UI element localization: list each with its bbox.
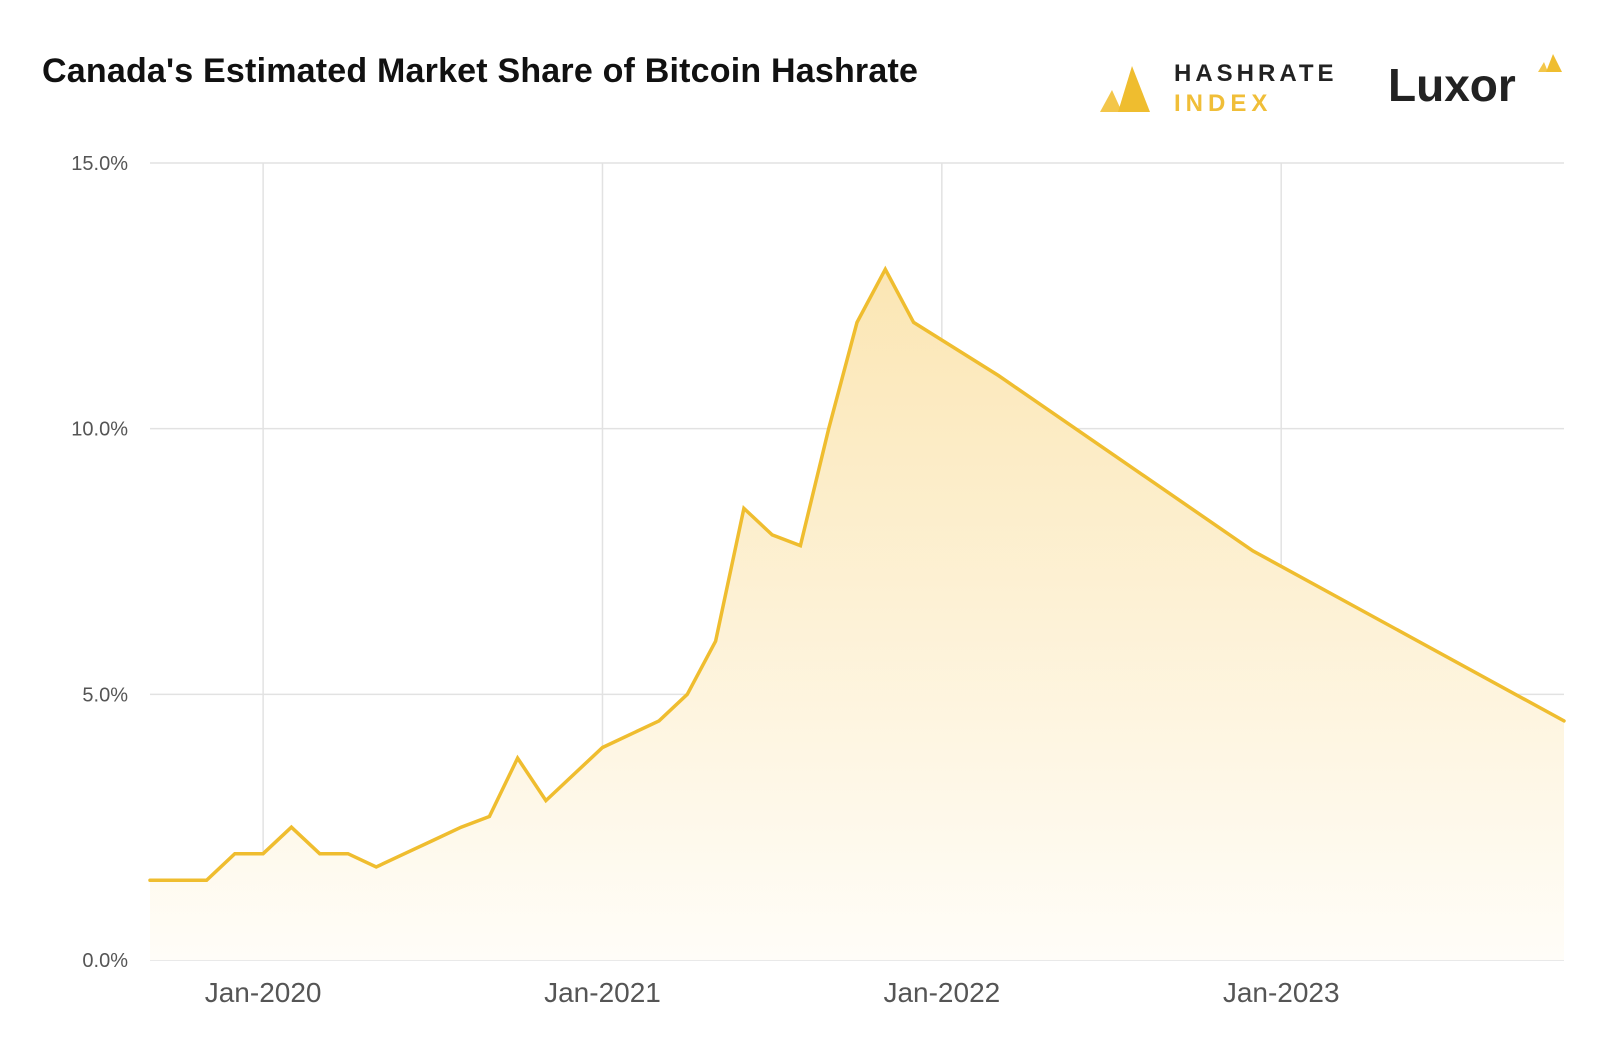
y-tick-label: 10.0%	[71, 419, 128, 441]
luxor-logo: Luxor	[1388, 52, 1564, 116]
chart-title: Canada's Estimated Market Share of Bitco…	[42, 52, 919, 90]
hashrate-index-word-bottom: INDEX	[1174, 90, 1273, 117]
y-tick-label: 5.0%	[82, 684, 128, 706]
x-tick-label: Jan-2021	[544, 977, 661, 1008]
luxor-logo-icon	[1538, 54, 1562, 72]
y-tick-label: 15.0%	[71, 153, 128, 175]
series-area-fill	[150, 269, 1564, 960]
y-tick-label: 0.0%	[82, 950, 128, 972]
luxor-logo-word: Luxor	[1388, 59, 1516, 111]
hashrate-index-logo-icon	[1100, 66, 1150, 112]
x-tick-label: Jan-2020	[205, 977, 322, 1008]
x-tick-label: Jan-2023	[1223, 977, 1340, 1008]
hashrate-index-word-top: HASHRATE	[1174, 60, 1338, 87]
x-tick-label: Jan-2022	[883, 977, 1000, 1008]
series-line	[148, 265, 1566, 883]
hashrate-index-logo: HASHRATE INDEX	[1098, 56, 1338, 120]
